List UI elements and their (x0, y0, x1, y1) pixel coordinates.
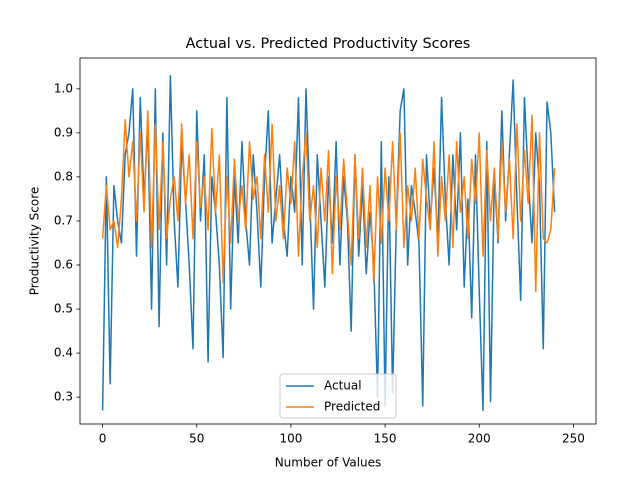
y-tick-label: 0.6 (54, 258, 73, 272)
y-tick-label: 0.5 (54, 302, 73, 316)
chart-title: Actual vs. Predicted Productivity Scores (186, 36, 471, 52)
legend: Actual Predicted (279, 373, 397, 419)
y-tick-label: 0.8 (54, 169, 73, 183)
x-tick-label: 50 (189, 432, 204, 446)
y-tick-label: 0.3 (54, 390, 73, 404)
x-axis-label: Number of Values (275, 456, 382, 470)
legend-label: Actual (324, 379, 362, 393)
plot-frame (79, 57, 597, 425)
line-series (101, 110, 556, 293)
x-tick-label: 100 (279, 432, 302, 446)
x-tick-label: 200 (468, 432, 491, 446)
y-tick-label: 1.0 (54, 81, 73, 95)
x-tick-label: 150 (374, 432, 397, 446)
y-axis-label: Productivity Score (28, 187, 42, 296)
x-tick-label: 250 (562, 432, 585, 446)
y-tick-label: 0.9 (54, 125, 73, 139)
line-series (101, 74, 556, 412)
x-tick-label: 0 (99, 432, 107, 446)
legend-label: Predicted (324, 400, 380, 414)
y-tick-label: 0.4 (54, 346, 73, 360)
y-tick-label: 0.7 (54, 213, 73, 227)
